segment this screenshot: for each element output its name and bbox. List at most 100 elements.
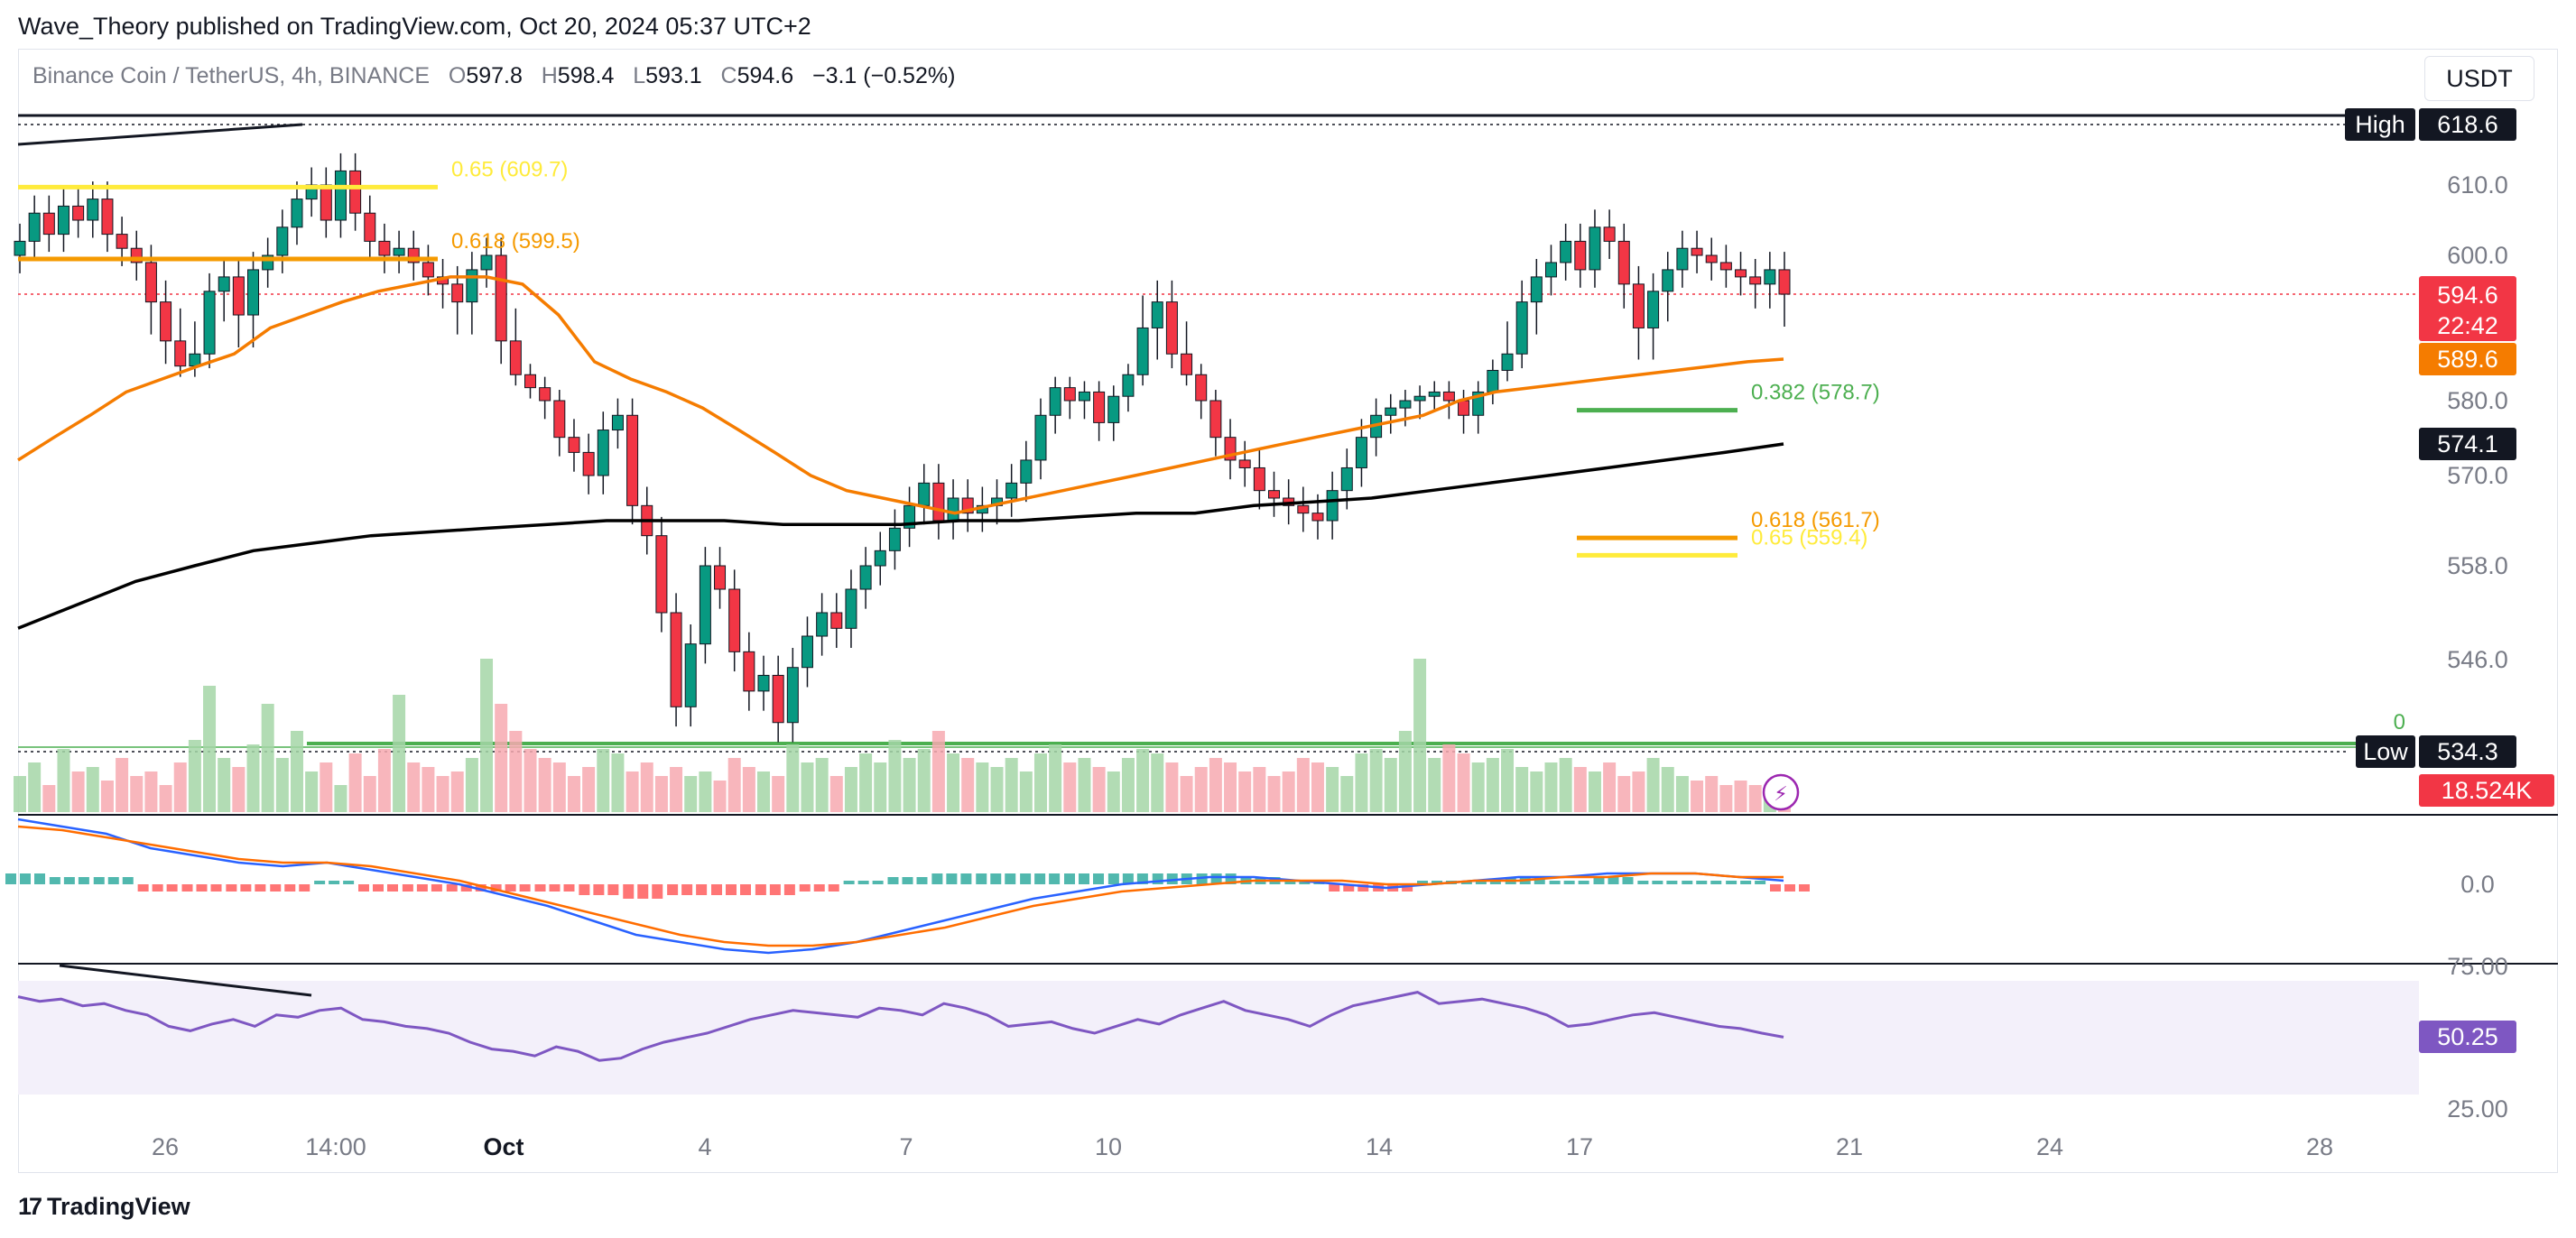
candle-body	[14, 240, 26, 256]
candle-body	[597, 430, 609, 476]
candle-body	[1617, 240, 1630, 285]
volume-bar	[1691, 781, 1704, 812]
macd-histogram-bar	[1534, 877, 1545, 884]
macd-histogram-bar	[681, 884, 693, 895]
macd-histogram-bar	[329, 881, 340, 884]
symbol-label[interactable]: Binance Coin / TetherUS, 4h, BINANCE	[32, 63, 431, 88]
macd-histogram-bar	[1475, 881, 1487, 884]
macd-histogram-bar	[1460, 881, 1472, 884]
low-badge-label-bg	[2356, 735, 2415, 768]
macd-histogram-bar	[210, 884, 222, 892]
volume-bar	[961, 758, 975, 812]
macd-histogram-bar	[843, 881, 855, 884]
volume-bar	[1559, 758, 1572, 812]
candle-body	[568, 437, 580, 453]
macd-histogram-bar	[78, 877, 89, 884]
macd-histogram-bar	[1093, 873, 1104, 884]
volume-bar	[1005, 758, 1018, 812]
candle-body	[728, 588, 741, 652]
time-axis-tick: 4	[698, 1133, 711, 1160]
time-axis-tick: 24	[2036, 1133, 2063, 1160]
ema200-badge: 574.1	[2437, 430, 2498, 457]
volume-bar	[1063, 762, 1077, 812]
macd-histogram-bar	[181, 884, 193, 892]
macd-histogram-bar	[1770, 884, 1781, 892]
macd-histogram-bar	[196, 884, 208, 892]
candle-body	[1647, 291, 1660, 328]
volume-bar	[144, 771, 158, 812]
macd-histogram-bar	[373, 884, 384, 892]
candle-body	[830, 612, 843, 629]
candle-body	[845, 588, 857, 629]
volume-bar	[815, 758, 829, 812]
candle-body	[1705, 254, 1718, 263]
macd-histogram-bar	[1402, 884, 1413, 892]
low-label: L	[633, 63, 646, 88]
macd-line	[17, 818, 1784, 955]
macd-histogram-bar	[1049, 873, 1061, 884]
volume-bar	[305, 771, 319, 812]
candle-body	[1165, 301, 1178, 355]
volume-bar	[1413, 659, 1427, 812]
macd-histogram-bar	[857, 881, 869, 884]
candle-body	[1355, 437, 1367, 468]
volume-bar	[859, 753, 873, 812]
macd-histogram-bar	[579, 884, 590, 895]
candle-body	[743, 651, 755, 692]
volume-bar	[757, 771, 771, 812]
candle-body	[1326, 490, 1339, 522]
volume-bar	[1530, 771, 1543, 812]
candle-body	[1399, 400, 1412, 409]
volume-bar	[1311, 762, 1324, 812]
volume-bar	[947, 753, 960, 812]
volume-bar	[509, 731, 523, 812]
macd-histogram-bar	[152, 884, 163, 892]
volume-bar	[422, 767, 435, 812]
candle-body	[655, 535, 668, 614]
candle-body	[247, 269, 260, 316]
trend-line-rsi	[59, 964, 312, 997]
volume-bar	[1675, 776, 1689, 812]
time-axis-tick: 26	[152, 1133, 179, 1160]
high-badge-label-bg	[2345, 108, 2415, 141]
volume-bar	[874, 762, 887, 812]
candle-body	[349, 170, 362, 214]
volume-bar	[1107, 771, 1120, 812]
macd-histogram-bar	[1666, 881, 1678, 884]
candle-body	[1632, 283, 1645, 328]
macd-histogram-bar	[63, 877, 75, 884]
macd-histogram-bar	[726, 884, 737, 895]
macd-histogram-bar	[1005, 873, 1016, 884]
volume-bar	[275, 758, 289, 812]
volume-bar	[1253, 767, 1266, 812]
volume-bar	[903, 758, 916, 812]
currency-button[interactable]: USDT	[2424, 56, 2534, 101]
macd-histogram-bar	[828, 884, 839, 892]
volume-bar	[1544, 762, 1558, 812]
last-price-badge-bg	[2419, 276, 2516, 341]
macd-histogram-bar	[107, 877, 119, 884]
volume-bar	[1033, 753, 1047, 812]
macd-histogram-bar	[270, 884, 282, 892]
macd-signal-line	[17, 825, 1784, 947]
ema200-badge-bg	[2419, 428, 2516, 460]
macd-histogram-bar	[1064, 873, 1075, 884]
fib-level-label: 0.382 (578.7)	[1751, 381, 1880, 405]
macd-histogram-bar	[696, 884, 708, 895]
volume-bar	[829, 776, 843, 812]
macd-histogram-bar	[960, 873, 972, 884]
macd-histogram-bar	[783, 884, 795, 895]
volume-bar	[334, 785, 347, 812]
macd-histogram-bar	[137, 884, 149, 892]
candle-body	[1515, 301, 1528, 355]
volume-bar	[1180, 776, 1193, 812]
volume-bar	[130, 776, 144, 812]
volume-bar	[320, 762, 333, 812]
tradingview-logo[interactable]: 17 TradingView	[18, 1193, 190, 1221]
macd-histogram-bar	[1166, 873, 1178, 884]
candle-body	[144, 262, 157, 303]
fib-level-label: 0.618 (599.5)	[451, 229, 580, 254]
candle-body	[553, 400, 566, 439]
macd-histogram-bar	[1549, 881, 1561, 884]
